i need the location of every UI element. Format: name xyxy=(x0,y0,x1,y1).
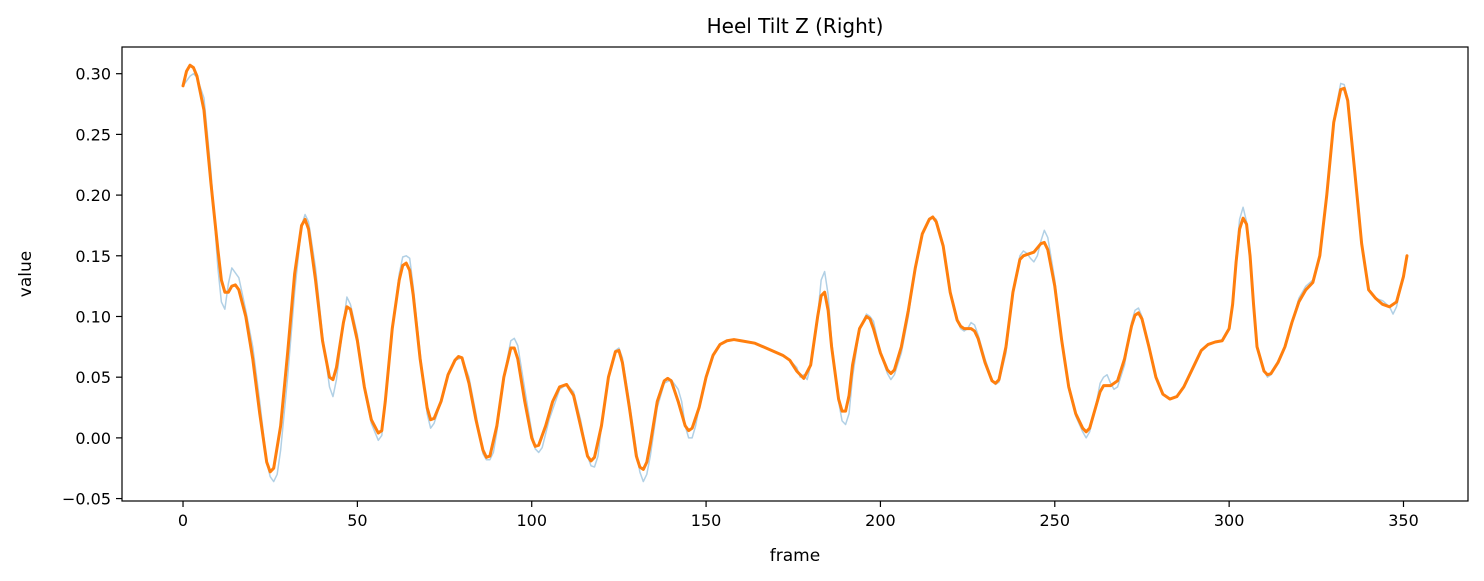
x-axis: 0 50 100 150 200 250 300 350 xyxy=(178,501,1419,530)
x-tick-label: 200 xyxy=(865,511,896,530)
x-tick-label: 150 xyxy=(691,511,722,530)
y-tick-label: 0.00 xyxy=(75,429,111,448)
x-tick-label: 100 xyxy=(516,511,547,530)
x-tick-label: 350 xyxy=(1388,511,1419,530)
series-line-raw xyxy=(182,72,1408,483)
y-axis: −0.05 0.00 0.05 0.10 0.15 0.20 0.25 0.30 xyxy=(62,65,122,509)
x-tick-label: 250 xyxy=(1040,511,1071,530)
y-tick-label: −0.05 xyxy=(62,490,111,509)
x-tick-label: 50 xyxy=(347,511,367,530)
series-layer xyxy=(181,63,1409,483)
y-tick-label: 0.30 xyxy=(75,65,111,84)
y-tick-label: 0.10 xyxy=(75,307,111,326)
y-axis-label: value xyxy=(16,251,36,297)
plot-frame xyxy=(121,46,1469,502)
y-tick-label: 0.05 xyxy=(75,368,111,387)
series-line-smoothed xyxy=(181,63,1409,474)
chart-title: Heel Tilt Z (Right) xyxy=(707,14,884,38)
y-tick-label: 0.15 xyxy=(75,247,111,266)
y-tick-label: 0.20 xyxy=(75,186,111,205)
x-tick-label: 0 xyxy=(178,511,188,530)
x-tick-label: 300 xyxy=(1214,511,1245,530)
x-axis-label: frame xyxy=(770,546,820,566)
y-tick-label: 0.25 xyxy=(75,125,111,144)
